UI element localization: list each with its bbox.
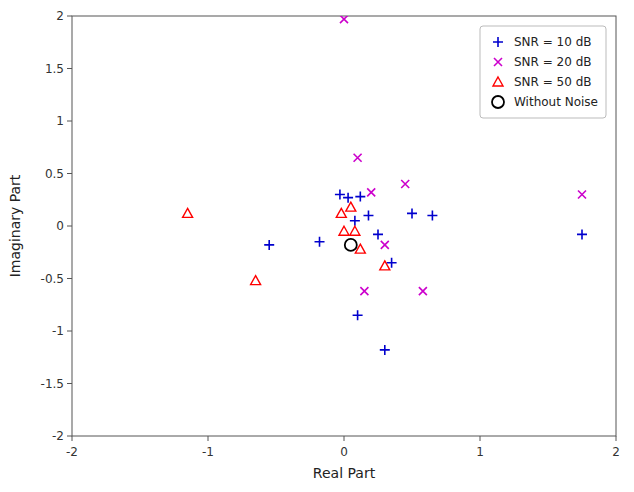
point (419, 287, 427, 295)
point (336, 208, 346, 217)
y-tick (67, 173, 72, 174)
point (380, 261, 390, 270)
y-tick (67, 331, 72, 332)
legend-items: SNR = 10 dB SNR = 20 dB SNR = 50 dB Without… (492, 35, 598, 109)
legend-label: SNR = 10 dB (514, 35, 592, 49)
legend: SNR = 10 dB SNR = 20 dB SNR = 50 dB Without… (480, 26, 606, 118)
point (350, 226, 360, 235)
x-tick (480, 436, 481, 441)
point (407, 208, 417, 218)
x-tick (72, 436, 73, 441)
x-tick-label: 2 (612, 445, 620, 459)
series (345, 239, 357, 251)
point (346, 202, 356, 211)
legend-label: Without Noise (514, 95, 598, 109)
y-tick-label: -0.5 (41, 272, 64, 286)
x-tick (616, 436, 617, 441)
point (340, 16, 348, 23)
y-axis-label: Imaginary Part (7, 174, 23, 277)
point (577, 229, 587, 239)
x-tick (208, 436, 209, 441)
x-tick-label: -2 (66, 445, 78, 459)
point (264, 240, 274, 250)
point (343, 193, 353, 203)
axes: -2 -1 0 1 2 -2 -1.5 -1 -0.5 0 0.5 1 1.5 2 (41, 9, 620, 459)
series (183, 202, 390, 285)
chart: -2 -1 0 1 2 -2 -1.5 -1 -0.5 0 0.5 1 1.5 2 Real Part Ima… (0, 0, 634, 492)
legend-symbol (493, 37, 503, 47)
point (251, 276, 261, 285)
y-tick-label: -1 (52, 324, 64, 338)
y-tick (67, 68, 72, 69)
x-tick-label: 0 (340, 445, 348, 459)
point (354, 154, 362, 162)
point (363, 211, 373, 221)
point (353, 310, 363, 320)
y-tick-label: 0.5 (45, 167, 64, 181)
y-tick (67, 121, 72, 122)
point (380, 345, 390, 355)
legend-box (480, 26, 606, 118)
point (381, 241, 389, 249)
point (578, 191, 586, 199)
point (315, 237, 325, 247)
x-tick (344, 436, 345, 441)
point (355, 192, 365, 202)
point (401, 180, 409, 188)
y-tick (67, 16, 72, 17)
y-tick-label: -1.5 (41, 377, 64, 391)
point (373, 229, 383, 239)
y-tick-label: 1.5 (45, 62, 64, 76)
y-tick-label: 0 (56, 219, 64, 233)
point (339, 226, 349, 235)
y-tick (67, 436, 72, 437)
y-tick-label: -2 (52, 429, 64, 443)
x-axis-label: Real Part (313, 465, 376, 481)
y-tick (67, 278, 72, 279)
point (360, 287, 368, 295)
y-tick (67, 383, 72, 384)
legend-symbol (493, 77, 503, 86)
plot-background (72, 16, 616, 436)
y-tick-label: 2 (56, 9, 64, 23)
point (350, 216, 360, 226)
legend-label: SNR = 50 dB (514, 75, 592, 89)
point (427, 211, 437, 221)
legend-label: SNR = 20 dB (514, 55, 592, 69)
y-tick (67, 226, 72, 227)
x-tick-label: -1 (202, 445, 214, 459)
legend-symbol (492, 96, 504, 108)
y-tick-label: 1 (56, 114, 64, 128)
plot-frame (72, 16, 616, 436)
series (264, 190, 587, 355)
point (345, 239, 357, 251)
point (367, 188, 375, 196)
legend-symbol (494, 58, 502, 66)
point (183, 208, 193, 217)
x-tick-label: 1 (476, 445, 484, 459)
